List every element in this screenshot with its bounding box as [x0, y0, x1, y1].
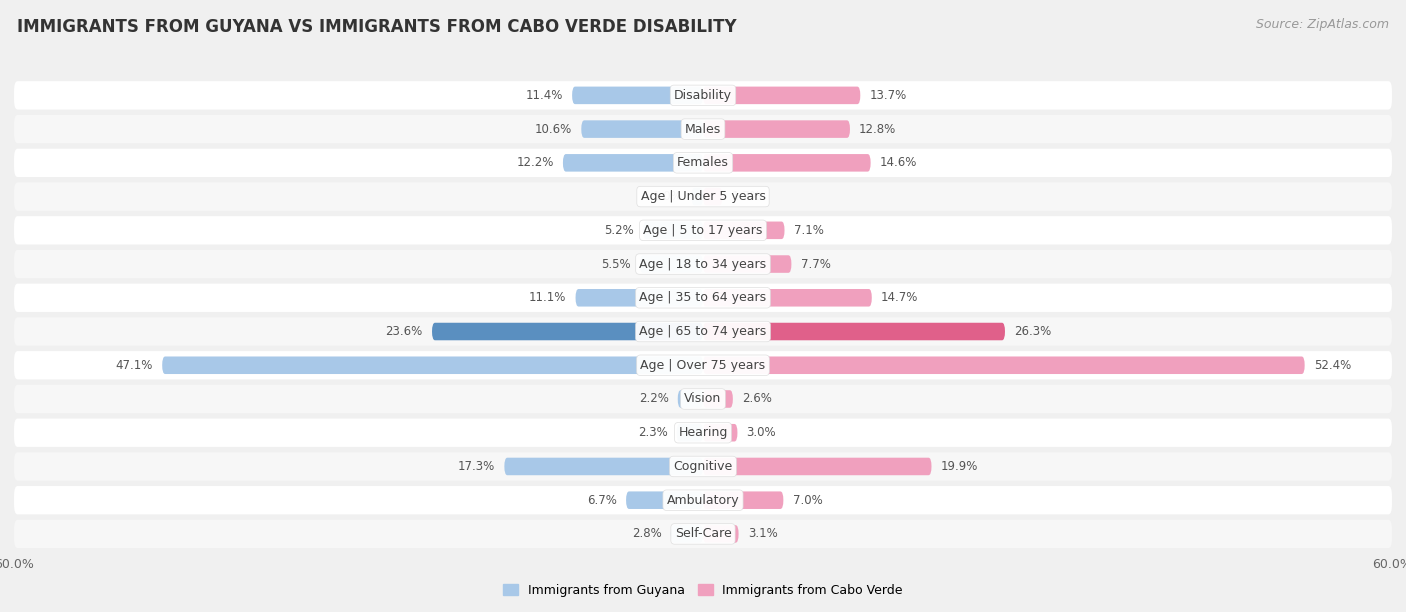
Text: Age | Under 5 years: Age | Under 5 years: [641, 190, 765, 203]
Text: 3.0%: 3.0%: [747, 426, 776, 439]
FancyBboxPatch shape: [703, 121, 851, 138]
FancyBboxPatch shape: [703, 356, 1305, 374]
FancyBboxPatch shape: [703, 255, 792, 273]
Text: 47.1%: 47.1%: [115, 359, 153, 371]
Text: Age | 18 to 34 years: Age | 18 to 34 years: [640, 258, 766, 271]
FancyBboxPatch shape: [572, 86, 703, 104]
FancyBboxPatch shape: [703, 390, 733, 408]
Text: Cognitive: Cognitive: [673, 460, 733, 473]
Text: 5.5%: 5.5%: [600, 258, 631, 271]
FancyBboxPatch shape: [14, 250, 1392, 278]
FancyBboxPatch shape: [162, 356, 703, 374]
Text: 19.9%: 19.9%: [941, 460, 979, 473]
Text: Age | 35 to 64 years: Age | 35 to 64 years: [640, 291, 766, 304]
FancyBboxPatch shape: [703, 491, 783, 509]
Text: 7.1%: 7.1%: [794, 224, 824, 237]
Text: 12.2%: 12.2%: [516, 156, 554, 170]
FancyBboxPatch shape: [432, 323, 703, 340]
FancyBboxPatch shape: [14, 351, 1392, 379]
FancyBboxPatch shape: [703, 86, 860, 104]
FancyBboxPatch shape: [14, 182, 1392, 211]
FancyBboxPatch shape: [671, 525, 703, 543]
FancyBboxPatch shape: [640, 255, 703, 273]
Text: Disability: Disability: [673, 89, 733, 102]
FancyBboxPatch shape: [14, 520, 1392, 548]
Text: Age | 5 to 17 years: Age | 5 to 17 years: [644, 224, 762, 237]
Text: 10.6%: 10.6%: [534, 122, 572, 136]
Text: Age | Over 75 years: Age | Over 75 years: [641, 359, 765, 371]
Text: IMMIGRANTS FROM GUYANA VS IMMIGRANTS FROM CABO VERDE DISABILITY: IMMIGRANTS FROM GUYANA VS IMMIGRANTS FRO…: [17, 18, 737, 36]
Text: 14.7%: 14.7%: [882, 291, 918, 304]
Text: 3.1%: 3.1%: [748, 528, 778, 540]
Text: Ambulatory: Ambulatory: [666, 494, 740, 507]
FancyBboxPatch shape: [14, 452, 1392, 480]
Text: 11.1%: 11.1%: [529, 291, 567, 304]
Text: 17.3%: 17.3%: [458, 460, 495, 473]
FancyBboxPatch shape: [703, 188, 723, 206]
FancyBboxPatch shape: [14, 81, 1392, 110]
FancyBboxPatch shape: [692, 188, 703, 206]
FancyBboxPatch shape: [14, 486, 1392, 514]
FancyBboxPatch shape: [703, 154, 870, 171]
Text: 1.0%: 1.0%: [652, 190, 682, 203]
Text: 14.6%: 14.6%: [880, 156, 917, 170]
Text: 2.2%: 2.2%: [638, 392, 669, 406]
Legend: Immigrants from Guyana, Immigrants from Cabo Verde: Immigrants from Guyana, Immigrants from …: [498, 579, 908, 602]
Text: 12.8%: 12.8%: [859, 122, 897, 136]
Text: 7.0%: 7.0%: [793, 494, 823, 507]
FancyBboxPatch shape: [644, 222, 703, 239]
Text: Self-Care: Self-Care: [675, 528, 731, 540]
FancyBboxPatch shape: [14, 216, 1392, 244]
FancyBboxPatch shape: [14, 115, 1392, 143]
FancyBboxPatch shape: [703, 222, 785, 239]
FancyBboxPatch shape: [703, 323, 1005, 340]
FancyBboxPatch shape: [14, 283, 1392, 312]
Text: Females: Females: [678, 156, 728, 170]
Text: Vision: Vision: [685, 392, 721, 406]
Text: 2.8%: 2.8%: [631, 528, 662, 540]
Text: 7.7%: 7.7%: [800, 258, 831, 271]
Text: 11.4%: 11.4%: [526, 89, 562, 102]
FancyBboxPatch shape: [703, 289, 872, 307]
Text: Hearing: Hearing: [678, 426, 728, 439]
Text: Source: ZipAtlas.com: Source: ZipAtlas.com: [1256, 18, 1389, 31]
FancyBboxPatch shape: [581, 121, 703, 138]
Text: 2.6%: 2.6%: [742, 392, 772, 406]
Text: 2.3%: 2.3%: [638, 426, 668, 439]
FancyBboxPatch shape: [703, 525, 738, 543]
FancyBboxPatch shape: [562, 154, 703, 171]
Text: 13.7%: 13.7%: [869, 89, 907, 102]
FancyBboxPatch shape: [626, 491, 703, 509]
Text: 5.2%: 5.2%: [605, 224, 634, 237]
FancyBboxPatch shape: [14, 419, 1392, 447]
Text: 52.4%: 52.4%: [1313, 359, 1351, 371]
Text: 1.7%: 1.7%: [731, 190, 762, 203]
FancyBboxPatch shape: [703, 458, 932, 476]
Text: 6.7%: 6.7%: [588, 494, 617, 507]
Text: Males: Males: [685, 122, 721, 136]
FancyBboxPatch shape: [14, 149, 1392, 177]
FancyBboxPatch shape: [505, 458, 703, 476]
FancyBboxPatch shape: [14, 385, 1392, 413]
FancyBboxPatch shape: [575, 289, 703, 307]
Text: Age | 65 to 74 years: Age | 65 to 74 years: [640, 325, 766, 338]
Text: 23.6%: 23.6%: [385, 325, 423, 338]
FancyBboxPatch shape: [678, 390, 703, 408]
FancyBboxPatch shape: [676, 424, 703, 441]
FancyBboxPatch shape: [703, 424, 738, 441]
FancyBboxPatch shape: [14, 318, 1392, 346]
Text: 26.3%: 26.3%: [1014, 325, 1052, 338]
